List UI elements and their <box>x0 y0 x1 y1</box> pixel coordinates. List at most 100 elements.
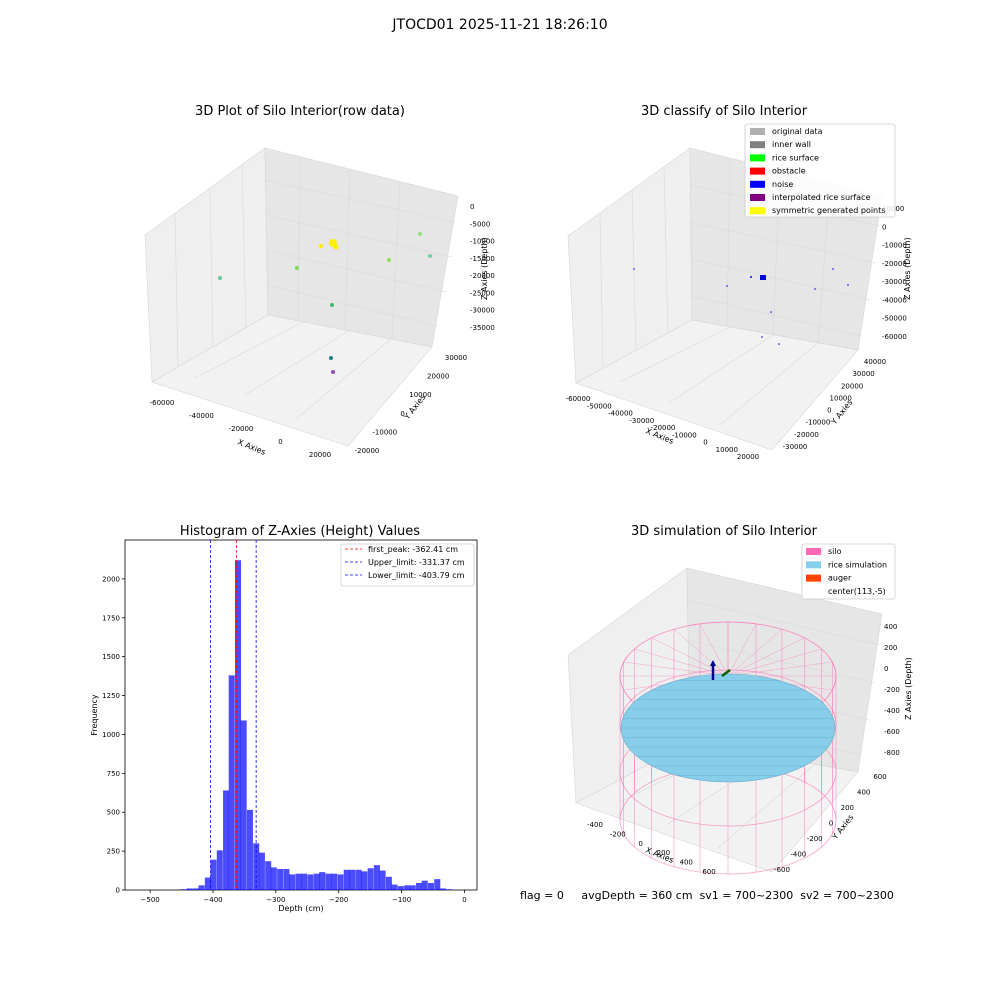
classify-point <box>814 288 816 290</box>
classify-y-tick: -10000 <box>806 419 831 427</box>
legend-swatch <box>750 154 765 162</box>
legend-label: center(113,-5) <box>828 587 886 596</box>
histogram-bar <box>421 880 428 890</box>
histogram-x-ticks: −500 −400 −300 −200 −100 0 <box>141 890 467 904</box>
histogram-bar <box>343 869 350 890</box>
sim-x-tick: -200 <box>610 830 626 838</box>
sim-z-tick-labels: 400 200 0 -200 -400 -600 -800 <box>884 623 900 757</box>
x-tick-label: −100 <box>392 896 411 904</box>
raw-x-tick: 20000 <box>309 451 331 459</box>
sim-x-tick-labels: -400 -200 0 200 400 600 <box>587 821 716 876</box>
classify-x-tick-labels: -60000-50000-40000-30000-20000-10000 0 100… <box>566 395 760 461</box>
raw-point <box>330 303 334 307</box>
raw-y-tick: 30000 <box>445 354 467 362</box>
classify-z-label: Z Axies (Depth) <box>903 237 912 300</box>
legend-label: noise <box>772 180 793 189</box>
sim-z-tick: 400 <box>884 623 897 631</box>
histogram-bar <box>192 888 199 890</box>
raw-point <box>329 356 333 360</box>
histogram-bar <box>277 869 284 890</box>
histogram-bar <box>204 877 211 890</box>
histogram-bar <box>289 874 296 890</box>
classify-point <box>770 311 772 313</box>
classify-y-tick: 20000 <box>841 382 863 390</box>
classify-point <box>761 336 763 338</box>
histogram-bar <box>198 885 205 890</box>
classify-x-tick: -60000 <box>566 395 591 403</box>
auger-arrow <box>710 660 716 666</box>
legend-swatch <box>750 207 765 215</box>
silo-roof-spoke <box>727 637 805 677</box>
status-footer: flag = 0 avgDepth = 360 cm sv1 = 700~230… <box>520 889 894 902</box>
histogram-bar <box>235 560 242 890</box>
histogram-bar <box>397 886 404 890</box>
histogram-bar <box>385 876 392 890</box>
histogram-bar <box>416 883 423 890</box>
histogram-bar <box>283 869 290 890</box>
raw-back-pane-right <box>264 147 459 348</box>
legend-label: interpolated rice surface <box>772 193 870 202</box>
raw-y-tick: 0 <box>400 410 404 418</box>
silo-roof-spoke <box>651 637 729 677</box>
classify-point <box>750 276 752 278</box>
classify-z-tick: -10000 <box>882 242 907 250</box>
legend-swatch <box>750 167 765 175</box>
legend-swatch <box>806 561 821 569</box>
histogram-bar <box>337 874 344 890</box>
silo-roof-spoke <box>727 661 833 677</box>
histogram-bar <box>427 883 434 890</box>
sim-y-tick: -600 <box>774 866 790 874</box>
raw-x-label: X Axies <box>236 438 267 457</box>
classify-y-tick: 10000 <box>830 394 852 402</box>
sim-y-tick: -400 <box>790 851 806 859</box>
x-tick-label: −400 <box>203 896 222 904</box>
sim-z-tick: -400 <box>884 707 900 715</box>
raw-z-tick: 0 <box>470 203 474 211</box>
raw-x-tick: -20000 <box>229 425 254 433</box>
classify-x-tick: -30000 <box>629 417 654 425</box>
classify-point <box>847 284 849 286</box>
classify-y-tick: 0 <box>827 407 831 415</box>
histogram-bar <box>270 867 277 890</box>
classify-y-tick-labels: -30000 -20000 -10000 0 10000 20000 30000 40000 <box>783 358 887 451</box>
classify-point <box>832 268 834 270</box>
raw-y-tick-labels: -20000 -10000 0 10000 20000 30000 <box>355 354 468 455</box>
classify-z-tick: -30000 <box>882 278 907 286</box>
legend-label: auger <box>828 574 852 583</box>
raw-z-tick: -20000 <box>470 272 495 280</box>
raw-z-tick: -30000 <box>470 307 495 315</box>
avg-depth-text: avgDepth = 360 cm <box>581 889 693 902</box>
histogram-bar <box>313 873 320 890</box>
histogram-bar <box>325 873 332 890</box>
raw-z-tick: -10000 <box>470 238 495 246</box>
sim-x-tick: 200 <box>657 849 670 857</box>
histogram-bar <box>331 873 338 890</box>
histogram-bar <box>240 720 247 890</box>
classify-x-tick: -20000 <box>651 424 676 432</box>
histogram-bar <box>223 790 230 890</box>
sim-z-tick: -600 <box>884 728 900 736</box>
classify-x-tick: 20000 <box>737 453 759 461</box>
classify-x-tick: -50000 <box>587 402 612 410</box>
legend-swatch <box>750 194 765 201</box>
sim-z-tick: -200 <box>884 686 900 694</box>
raw-z-tick: -35000 <box>470 324 495 332</box>
legend-label: inner wall <box>772 140 811 149</box>
sim-legend-frame <box>801 543 896 600</box>
sim-x-tick: 0 <box>638 840 642 848</box>
y-tick-label: 500 <box>107 809 120 817</box>
silo-roof-spoke <box>727 623 757 677</box>
histogram-bar <box>409 885 416 890</box>
silo-roof-spoke <box>727 629 783 677</box>
legend-label: rice surface <box>772 153 819 162</box>
histogram-bar <box>434 879 441 890</box>
legend-swatch <box>750 128 765 135</box>
sim-y-tick: 600 <box>873 773 886 781</box>
classify-z-tick: -60000 <box>882 333 907 341</box>
legend-label: original data <box>772 127 823 136</box>
sim-z-tick: 0 <box>884 665 888 673</box>
histogram-bar <box>349 869 356 890</box>
legend-swatch <box>750 141 765 149</box>
y-tick-label: 1250 <box>102 692 120 700</box>
